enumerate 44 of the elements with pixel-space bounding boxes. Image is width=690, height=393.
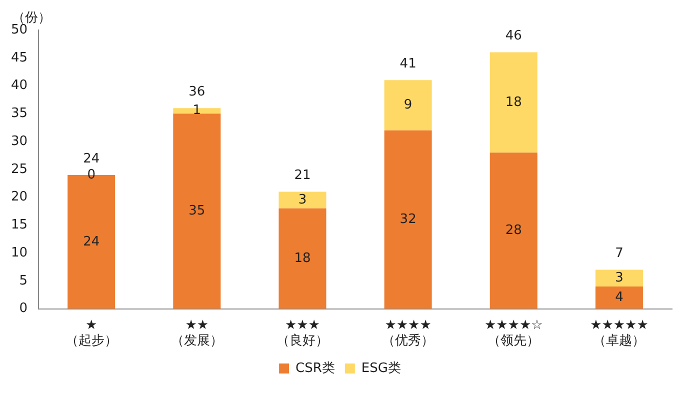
x-tick-label: ★★★★★ （卓越）: [590, 318, 648, 349]
bar: [278, 192, 326, 208]
x-tick-label: ★★★★☆ （领先）: [484, 318, 543, 349]
data-label: 18: [294, 250, 311, 266]
y-tick-label: 45: [10, 50, 28, 66]
data-label: 3: [298, 192, 307, 208]
total-label: 46: [505, 28, 522, 44]
x-tick-label: ★★★ （良好）: [276, 318, 328, 349]
x-tick-label: ★★ （发展）: [170, 318, 223, 349]
y-tick-label: 5: [19, 273, 28, 288]
x-tick-label: ★★★★ （优秀）: [382, 318, 434, 349]
y-tick-label: 35: [10, 106, 28, 122]
bar: [490, 52, 538, 153]
bar: [384, 80, 432, 130]
y-tick-label: 25: [10, 162, 28, 177]
y-tick-label: 10: [10, 245, 28, 260]
bar: [173, 114, 221, 309]
data-label: 32: [400, 212, 416, 227]
bar: [384, 130, 432, 309]
data-label: 28: [505, 223, 522, 238]
bar: [490, 152, 538, 309]
y-tick-label: 0: [19, 301, 28, 316]
y-tick-label: 15: [10, 218, 28, 233]
y-tick-label: 40: [10, 78, 28, 94]
total-label: 41: [400, 56, 416, 72]
bar: [595, 286, 643, 309]
x-tick-label: ★ （起步）: [65, 318, 118, 349]
total-label: 36: [188, 84, 206, 100]
legend-label: ESG类: [361, 360, 401, 376]
y-tick-label: 20: [10, 190, 28, 205]
data-label: 4: [615, 290, 624, 306]
total-label: 7: [615, 246, 624, 262]
data-label: 18: [505, 94, 522, 110]
data-label: 35: [188, 204, 206, 219]
total-label: 21: [294, 168, 311, 184]
bar: [278, 208, 326, 309]
legend-label: CSR类: [296, 360, 335, 376]
data-label: 24: [83, 234, 100, 250]
data-label: 1: [192, 103, 202, 118]
data-label: 9: [404, 98, 412, 113]
y-tick-label: 30: [10, 134, 28, 149]
bar: [595, 270, 643, 286]
total-label: 24: [83, 151, 100, 166]
data-label: 3: [615, 270, 624, 286]
